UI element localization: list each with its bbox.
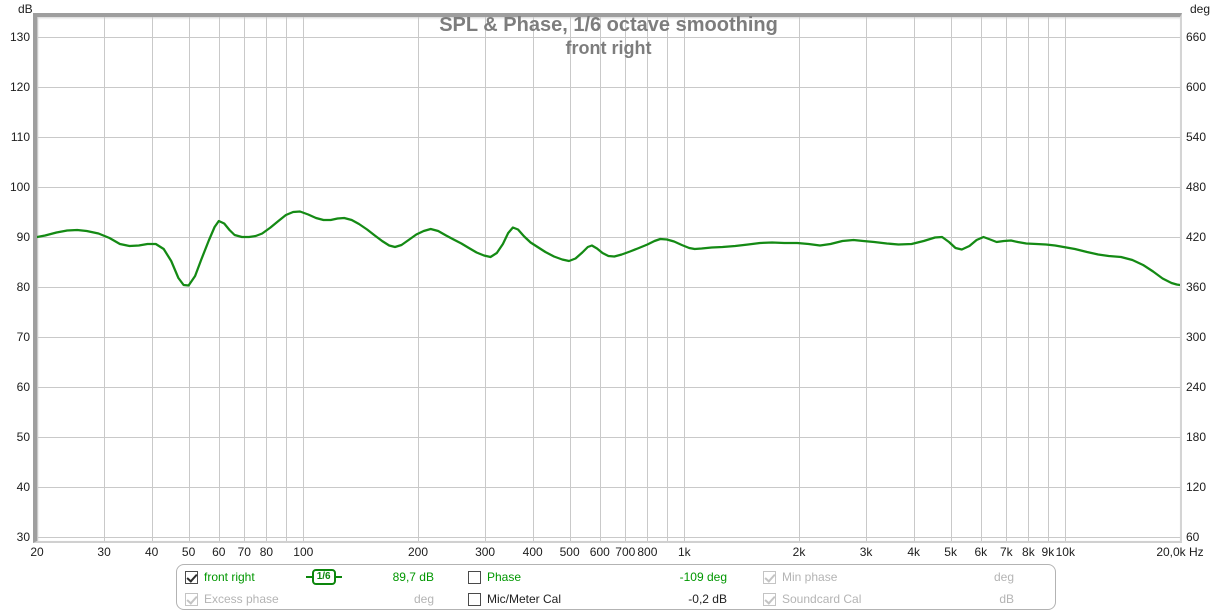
y-tick-label-deg: 420: [1186, 230, 1207, 244]
x-tick-label: 2k: [792, 545, 806, 559]
mic-meter-cal-label: Mic/Meter Cal: [487, 592, 562, 606]
x-tick-label: 9k: [1041, 545, 1055, 559]
y-tick-label-db: 50: [16, 430, 30, 444]
legend-item-phase: Phase -109 deg: [460, 566, 755, 588]
y-tick-label-db: 60: [16, 380, 30, 394]
x-tick-label: 20,0k Hz: [1156, 545, 1204, 559]
y-tick-label-db: 120: [9, 80, 30, 94]
y-tick-label-deg: 660: [1186, 30, 1207, 44]
min-phase-label: Min phase: [782, 570, 838, 584]
x-tick-label: 700: [615, 545, 636, 559]
y-tick-label-db: 80: [16, 280, 30, 294]
legend-panel: front right 1/6 89,7 dB Phase -109 deg M…: [176, 564, 1056, 610]
x-tick-label: 60: [212, 545, 226, 559]
soundcard-cal-unit: dB: [999, 592, 1014, 606]
excess-phase-checkbox: [185, 592, 198, 606]
y-tick-label-deg: 360: [1186, 280, 1207, 294]
gridlines: [37, 17, 1180, 541]
y-tick-label-db: 100: [9, 180, 30, 194]
soundcard-cal-label: Soundcard Cal: [782, 592, 862, 606]
excess-phase-label: Excess phase: [204, 592, 279, 606]
left-axis-unit-label: dB: [18, 2, 33, 16]
excess-phase-unit: deg: [413, 592, 434, 606]
x-tick-label: 30: [97, 545, 111, 559]
smoothing-badge-value: 1/6: [311, 569, 336, 585]
x-tick-label: 300: [475, 545, 496, 559]
y-tick-label-deg: 240: [1186, 380, 1207, 394]
y-tick-label-deg: 300: [1186, 330, 1207, 344]
x-tick-label: 4k: [907, 545, 921, 559]
phase-value: -109 deg: [679, 570, 727, 584]
x-tick-label: 1k: [677, 545, 691, 559]
min-phase-checkbox: [763, 570, 776, 584]
x-tick-label: 800: [637, 545, 658, 559]
x-tick-label: 40: [145, 545, 159, 559]
y-tick-label-db: 110: [10, 130, 30, 144]
x-tick-label: 6k: [974, 545, 988, 559]
x-tick-label: 8k: [1022, 545, 1035, 559]
front-right-checkbox[interactable]: [185, 570, 198, 584]
badge-dash-right-icon: [335, 576, 342, 578]
x-tick-label: 5k: [944, 545, 957, 559]
x-tick-label: 50: [181, 545, 196, 559]
spl-chart-svg: [37, 17, 1180, 541]
x-tick-label: 10k: [1055, 545, 1075, 559]
x-tick-label: 400: [522, 545, 543, 559]
y-tick-label-db: 130: [9, 30, 30, 44]
legend-item-min-phase: Min phase deg: [755, 566, 1054, 588]
x-tick-label: 100: [293, 545, 314, 559]
legend-item-mic-meter-cal: Mic/Meter Cal -0,2 dB: [460, 588, 755, 610]
x-tick-label: 3k: [859, 545, 873, 559]
front-right-label: front right: [204, 570, 255, 584]
mic-meter-cal-checkbox[interactable]: [468, 592, 481, 606]
y-tick-label-db: 30: [16, 530, 30, 544]
legend-item-soundcard-cal: Soundcard Cal dB: [755, 588, 1054, 610]
min-phase-unit: deg: [993, 570, 1014, 584]
x-tick-label: 80: [259, 545, 274, 559]
soundcard-cal-checkbox: [763, 592, 776, 606]
legend-item-excess-phase: Excess phase deg: [177, 588, 460, 610]
right-axis-unit-label: deg: [1190, 2, 1211, 16]
x-tick-label: 600: [589, 545, 610, 559]
plot-area: [33, 13, 1182, 543]
y-tick-label-deg: 540: [1186, 130, 1207, 144]
y-tick-label-db: 90: [16, 230, 30, 244]
smoothing-selector[interactable]: 1/6: [305, 569, 342, 585]
x-tick-label: 70: [237, 545, 251, 559]
y-tick-label-db: 70: [16, 330, 30, 344]
y-tick-label-deg: 480: [1186, 180, 1207, 194]
y-tick-label-deg: 120: [1186, 480, 1207, 494]
y-tick-label-deg: 180: [1186, 430, 1207, 444]
y-tick-label-deg: 60: [1186, 530, 1200, 544]
phase-label: Phase: [487, 570, 522, 584]
x-tick-label: 7k: [999, 545, 1013, 559]
legend-item-front-right: front right 1/6 89,7 dB: [177, 566, 460, 588]
front-right-spl-value: 89,7 dB: [392, 570, 434, 584]
y-tick-label-db: 40: [16, 480, 30, 494]
phase-checkbox[interactable]: [468, 570, 481, 584]
x-tick-label: 500: [559, 545, 580, 559]
x-tick-label: 20: [30, 545, 44, 559]
x-tick-label: 200: [407, 545, 429, 559]
y-tick-label-deg: 600: [1186, 80, 1207, 94]
mic-meter-cal-value: -0,2 dB: [688, 592, 727, 606]
spl-curve: [37, 210, 1180, 287]
badge-dash-left-icon: [305, 576, 312, 578]
